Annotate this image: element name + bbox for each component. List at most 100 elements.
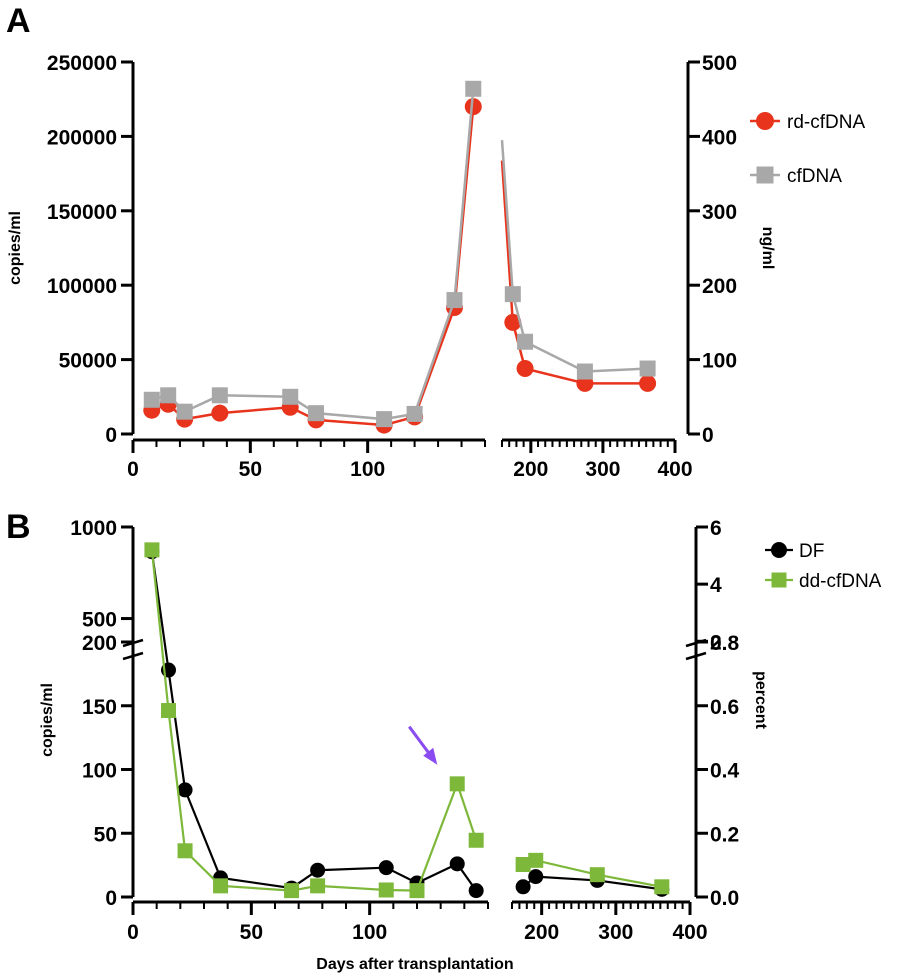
- y-axis-title-right: percent: [752, 671, 769, 729]
- data-point-dd-cfDNA: [161, 703, 176, 719]
- y-tick-label-right: 0.8: [710, 632, 740, 655]
- data-point-dd-cfDNA: [449, 776, 465, 792]
- data-point-DF: [378, 860, 394, 876]
- y-tick-label-left: 150000: [47, 201, 117, 224]
- data-point-cfDNA: [465, 80, 482, 97]
- data-point-cfDNA: [576, 363, 593, 380]
- panel-letter-a: A: [6, 2, 31, 40]
- data-point-rd-cfDNA: [504, 313, 522, 331]
- chart-panel-a: 0 50000 100000 150000 200000 250000 0 100 200 300…: [7, 52, 865, 481]
- legend-label-rd-cfDNA: rd-cfDNA: [787, 112, 865, 133]
- data-point-DF: [449, 856, 465, 872]
- y-tick-label-right: 300: [702, 201, 737, 224]
- series-line-rd-cfDNA: [500, 160, 648, 385]
- data-point-dd-cfDNA: [515, 856, 531, 872]
- x-tick-label: 400: [672, 921, 707, 944]
- y-tick-label-left: 250000: [47, 52, 117, 75]
- data-point-dd-cfDNA: [284, 883, 300, 899]
- y-tick-label-right: 2: [710, 631, 722, 654]
- axis-break-mark: [685, 638, 707, 648]
- panel-letter-b: B: [6, 508, 31, 546]
- y-tick-label-left: 200000: [47, 126, 117, 149]
- data-point-rd-cfDNA: [639, 374, 657, 392]
- annotation-arrow-head: [423, 747, 438, 765]
- y-tick-label-left: 100: [82, 760, 117, 783]
- data-point-rd-cfDNA: [211, 404, 229, 422]
- y-axis-title-right: ng/ml: [759, 227, 776, 270]
- y-axis-title-left: copies/ml: [7, 211, 24, 285]
- data-point-cfDNA: [639, 360, 656, 377]
- y-tick-label-left: 150: [82, 696, 117, 719]
- legend-marker-DF: [771, 542, 787, 558]
- data-point-dd-cfDNA: [310, 878, 326, 894]
- series-line-DF: [522, 875, 662, 891]
- y-tick-label-right: 200: [702, 275, 737, 298]
- y-axis-title-left: copies/ml: [39, 683, 56, 757]
- series-line-DF: [150, 551, 478, 892]
- x-tick-label: 50: [239, 458, 262, 481]
- x-tick-label: 50: [240, 921, 263, 944]
- data-point-cfDNA: [517, 333, 534, 350]
- data-point-dd-cfDNA: [213, 878, 229, 894]
- data-point-cfDNA: [446, 292, 463, 309]
- data-point-dd-cfDNA: [378, 882, 394, 898]
- legend-label-cfDNA: cfDNA: [787, 166, 842, 187]
- y-tick-label-right: 0.4: [710, 760, 740, 783]
- data-point-dd-cfDNA: [528, 852, 544, 868]
- x-tick-label: 200: [524, 921, 559, 944]
- data-point-dd-cfDNA: [409, 883, 425, 899]
- legend-label-DF: DF: [799, 541, 824, 562]
- data-point-DF: [310, 862, 326, 878]
- data-point-dd-cfDNA: [177, 843, 193, 859]
- y-tick-label-right: 0.0: [710, 887, 739, 910]
- legend-marker-dd-cfDNA: [771, 572, 787, 588]
- x-tick-label: 100: [352, 921, 387, 944]
- axis-break-mark: [685, 651, 707, 661]
- series-line-cfDNA: [151, 88, 475, 421]
- y-tick-label-left: 1000: [70, 517, 117, 540]
- axis-break-mark: [122, 651, 144, 661]
- x-axis-title: Days after transplantation: [316, 956, 513, 973]
- y-tick-label-right: 400: [702, 126, 737, 149]
- data-point-cfDNA: [160, 387, 177, 404]
- data-point-cfDNA: [376, 411, 393, 428]
- x-tick-label: 100: [350, 458, 385, 481]
- x-tick-label: 400: [657, 458, 692, 481]
- y-tick-label-right: 6: [710, 517, 722, 540]
- y-tick-label-left: 50: [94, 823, 117, 846]
- data-point-dd-cfDNA: [589, 867, 605, 883]
- y-tick-label-right: 0.6: [710, 696, 739, 719]
- y-tick-label-right: 100: [702, 350, 737, 373]
- x-tick-label: 300: [585, 458, 620, 481]
- x-tick-label: 0: [127, 921, 139, 944]
- y-tick-label-right: 0.2: [710, 823, 739, 846]
- y-tick-label-left: 100000: [47, 275, 117, 298]
- legend-marker-rd-cfDNA: [756, 112, 774, 130]
- x-tick-label: 0: [127, 458, 139, 481]
- y-tick-label-left: 200: [82, 632, 117, 655]
- data-point-rd-cfDNA: [516, 360, 534, 378]
- data-point-cfDNA: [211, 387, 228, 404]
- series-line-dd-cfDNA: [150, 549, 478, 892]
- y-tick-label-left: 500: [82, 609, 117, 632]
- chart-panel-b: 0501001502000.00.20.40.60.85001000246cop…: [39, 517, 882, 973]
- data-point-dd-cfDNA: [144, 542, 160, 558]
- data-point-cfDNA: [143, 391, 160, 408]
- data-point-cfDNA: [504, 286, 521, 303]
- data-point-cfDNA: [176, 403, 193, 420]
- legend-marker-cfDNA: [756, 166, 774, 184]
- data-point-dd-cfDNA: [468, 832, 484, 848]
- x-tick-label: 300: [598, 921, 633, 944]
- series-line-rd-cfDNA: [151, 106, 475, 427]
- data-point-DF: [468, 883, 484, 899]
- y-tick-label-left: 0: [105, 887, 117, 910]
- legend-label-dd-cfDNA: dd-cfDNA: [799, 571, 882, 592]
- data-point-cfDNA: [406, 405, 423, 422]
- y-tick-label-left: 50000: [59, 350, 117, 373]
- y-tick-label-right: 0: [702, 424, 714, 447]
- data-point-DF: [177, 782, 193, 798]
- data-point-dd-cfDNA: [654, 879, 670, 895]
- y-tick-label-right: 500: [702, 52, 737, 75]
- data-point-cfDNA: [282, 388, 299, 405]
